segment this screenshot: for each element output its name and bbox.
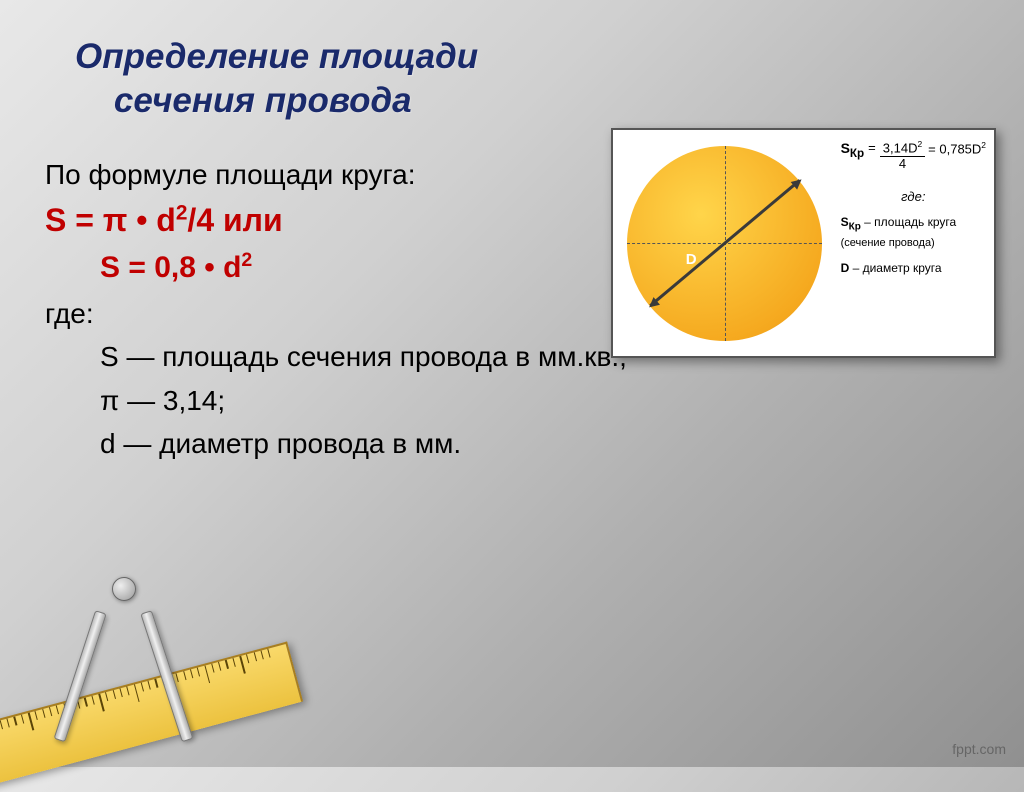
compass-leg-left (54, 610, 107, 742)
def-d: d — диаметр провода в мм. (45, 422, 1024, 465)
title-line2: сечения провода (114, 81, 412, 120)
diameter-label: D (686, 251, 697, 268)
compass-hinge (112, 577, 136, 601)
footer-credit: fppt.com (952, 741, 1006, 757)
legend-where: где: (841, 189, 986, 204)
diagram-panel: D SКр = 3,14D2 4 = 0,785D2 где: SКр – пл… (611, 128, 996, 358)
def-pi: π — 3,14; (45, 379, 1024, 422)
title-line1: Определение площади (75, 37, 478, 76)
diagram-legend: SКр = 3,14D2 4 = 0,785D2 где: SКр – площ… (837, 130, 994, 356)
slide-title: Определение площади сечения провода (0, 0, 1024, 123)
compass-icon (50, 577, 200, 747)
legend-desc-d: D – диаметр круга (841, 260, 986, 277)
legend-desc-s: SКр – площадь круга (сечение провода) (841, 214, 986, 252)
legend-formula: SКр = 3,14D2 4 = 0,785D2 (841, 140, 986, 171)
circle-area: D (613, 130, 837, 356)
decoration-tools (0, 567, 340, 767)
circle-shape: D (627, 146, 822, 341)
compass-leg-right (140, 610, 193, 742)
